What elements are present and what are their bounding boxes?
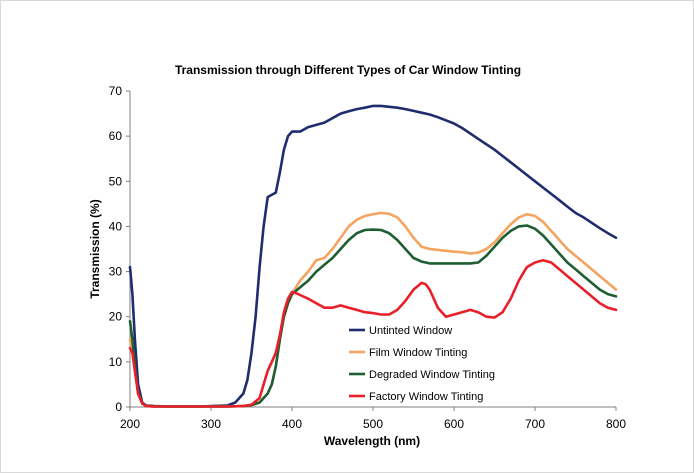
x-tick-label: 400 (282, 417, 302, 431)
series-line-factory-window-tinting (128, 258, 618, 408)
legend: Untinted Window Film Window Tinting Degrad… (349, 325, 495, 403)
legend-label-factory-window-tinting: Factory Window Tinting (369, 391, 483, 403)
y-tick-label: 60 (109, 129, 123, 143)
y-tick-label: 30 (109, 265, 123, 279)
x-tick-label: 200 (120, 417, 140, 431)
legend-label-untinted-window: Untinted Window (369, 325, 452, 337)
chart-title: Transmission through Different Types of … (174, 63, 522, 77)
x-axis-label: Wavelength (nm) (324, 434, 420, 448)
legend-label-film-window-tinting: Film Window Tinting (369, 347, 467, 359)
x-tick-label: 300 (201, 417, 221, 431)
y-tick-label: 40 (109, 219, 123, 233)
x-tick-label: 700 (525, 417, 545, 431)
series-line-untinted-window (128, 104, 618, 408)
axes: 0 10 20 30 40 50 60 70 200 300 400 500 600 700 800 (109, 84, 627, 431)
y-axis-label: Transmission (%) (88, 199, 102, 298)
y-tick-label: 50 (109, 174, 123, 188)
x-tick-label: 600 (444, 417, 464, 431)
y-tick-label: 20 (109, 310, 123, 324)
y-tick-label: 70 (109, 84, 123, 98)
x-tick-label: 500 (363, 417, 383, 431)
x-tick-label: 800 (606, 417, 626, 431)
y-tick-label: 0 (115, 400, 122, 414)
legend-label-degraded-window-tinting: Degraded Window Tinting (369, 369, 495, 381)
series-layer (128, 104, 618, 408)
y-tick-label: 10 (109, 355, 123, 369)
